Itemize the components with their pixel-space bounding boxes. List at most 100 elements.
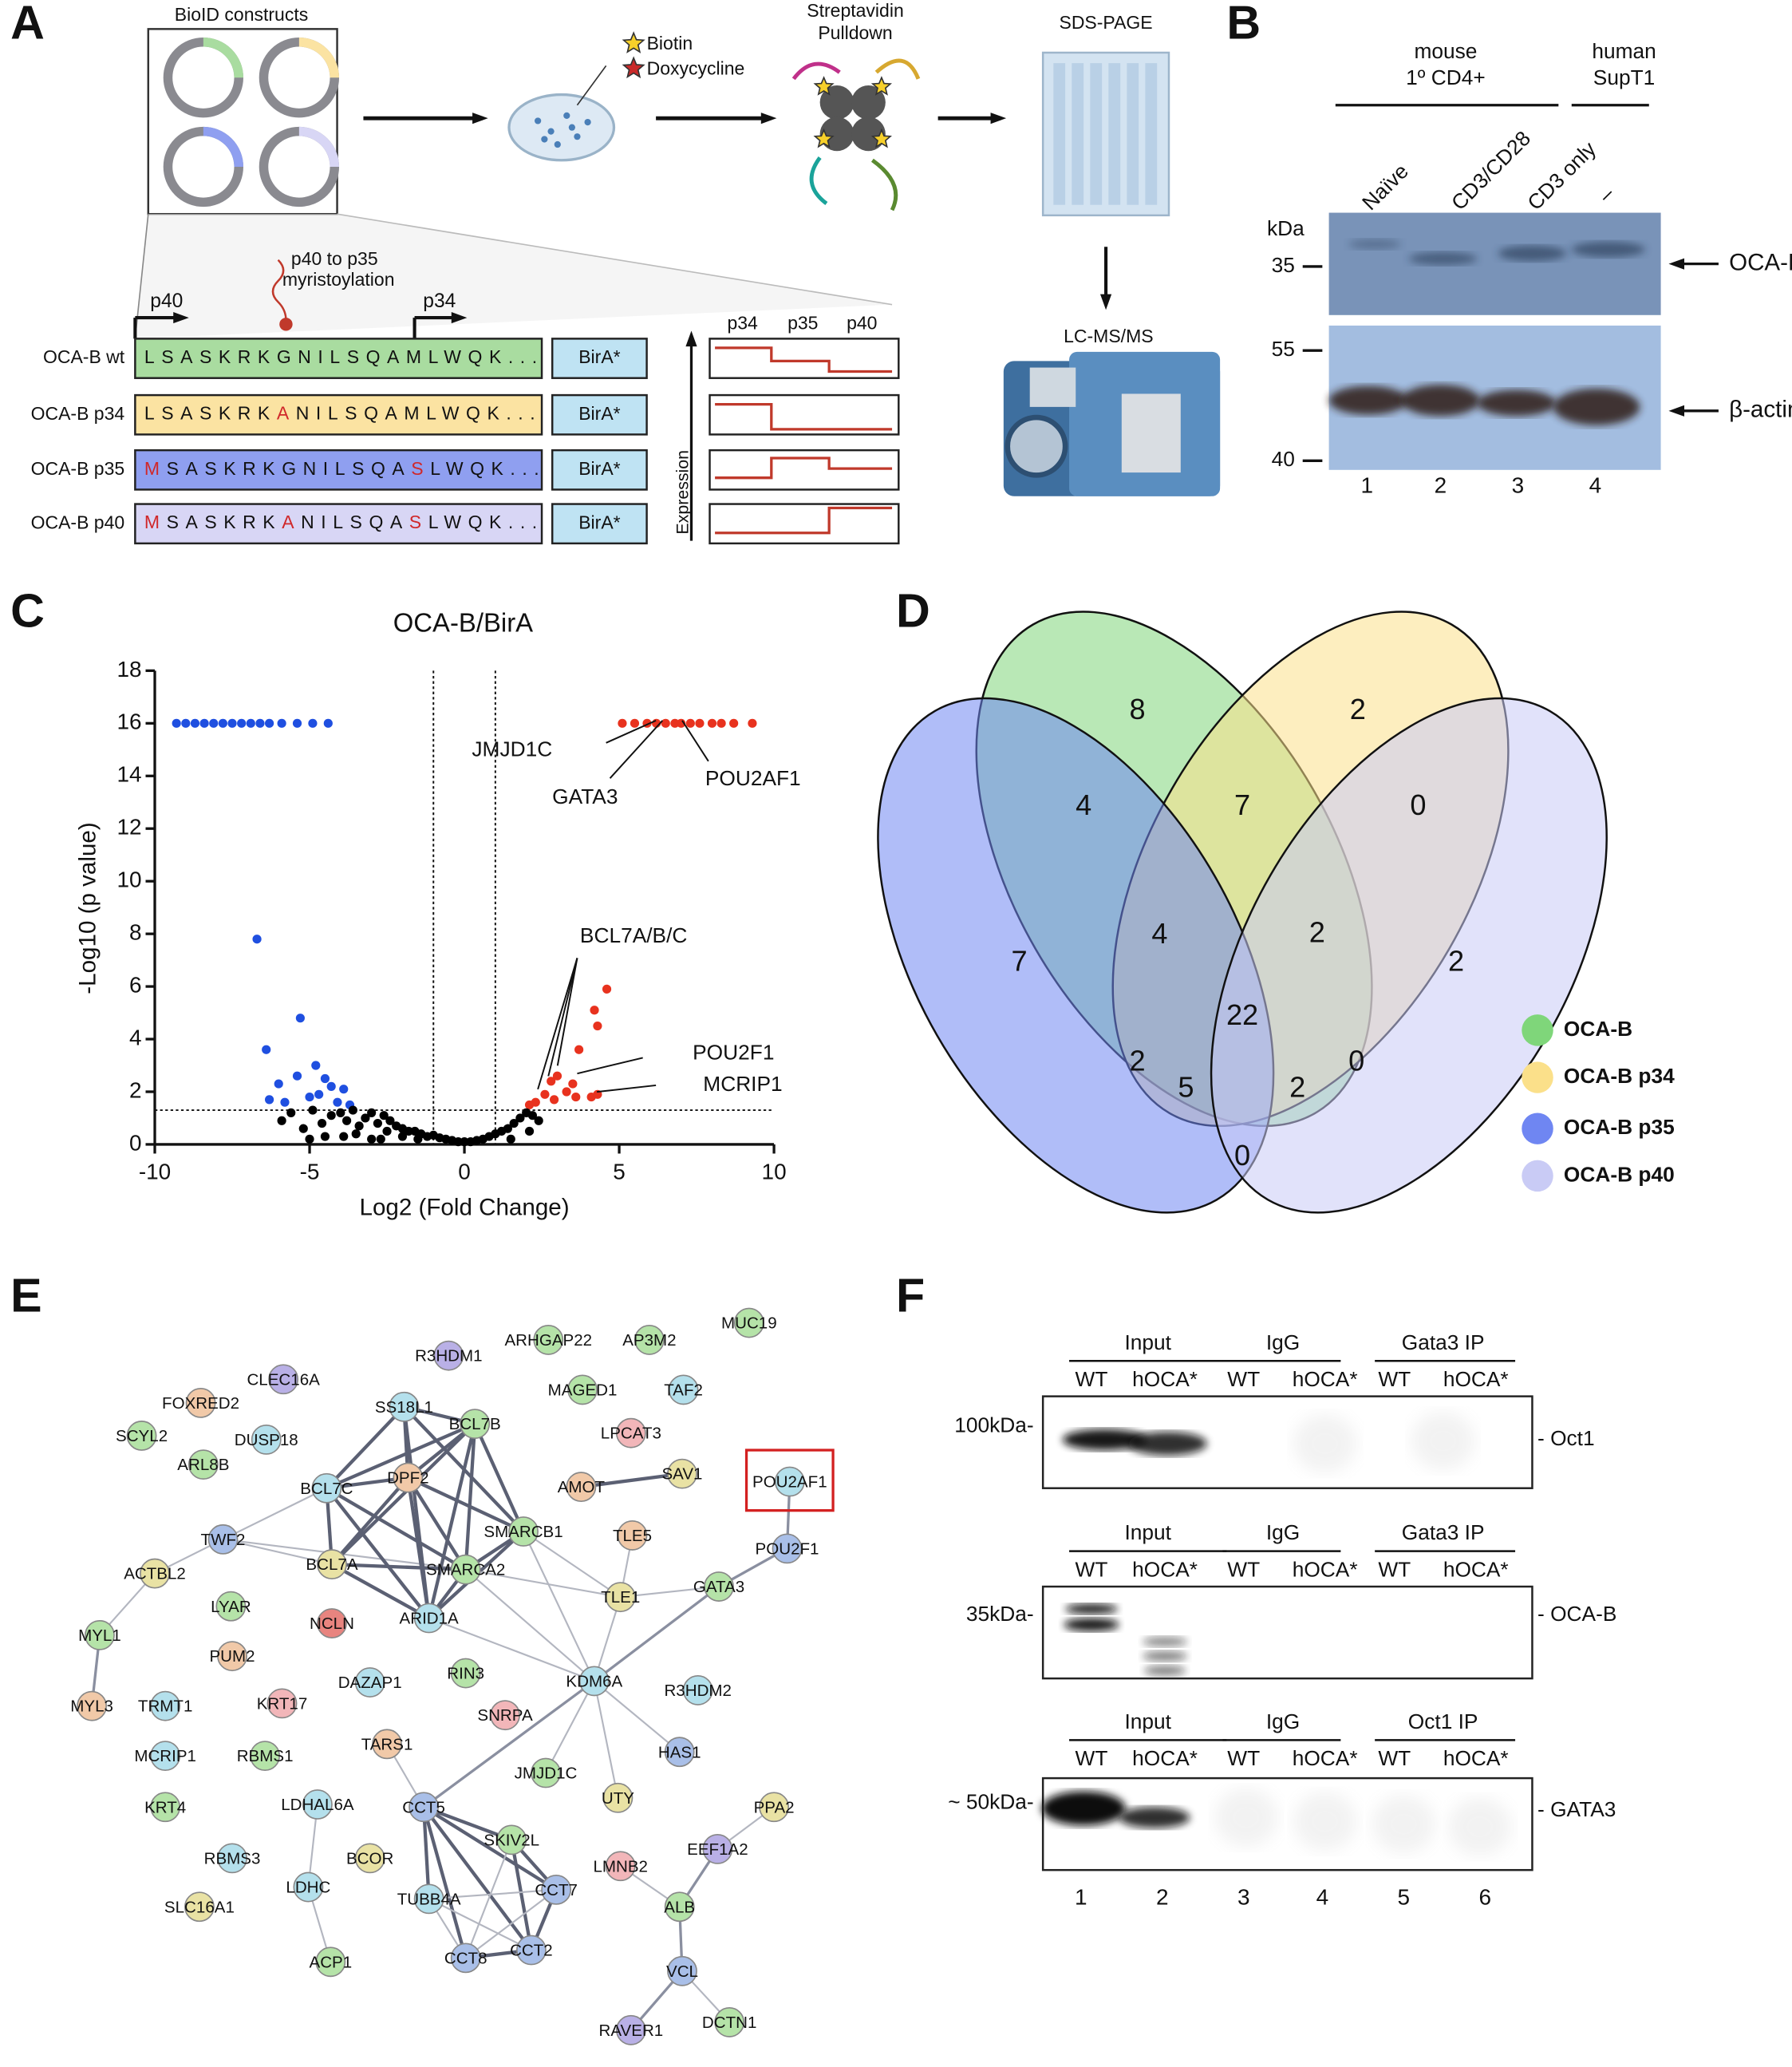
node-label: TLE5 — [613, 1527, 652, 1545]
plasmid-insert — [298, 126, 340, 168]
smear — [1372, 1795, 1435, 1853]
label: 40 — [1272, 447, 1295, 471]
node-label: SLC16A1 — [164, 1898, 235, 1916]
label: ~ 50kDa- — [948, 1789, 1033, 1813]
point — [314, 1089, 324, 1099]
node-label: MYL1 — [78, 1626, 121, 1645]
venn-count: 4 — [1076, 788, 1091, 821]
venn-count: 2 — [1129, 1045, 1145, 1077]
cell-dot — [563, 112, 570, 119]
venn-count: 2 — [1309, 915, 1325, 948]
axis-label: Expression — [673, 450, 692, 535]
point — [308, 1105, 318, 1115]
highlight-box — [744, 1448, 835, 1512]
point — [326, 1081, 336, 1091]
point — [274, 1079, 283, 1089]
network-node — [409, 1792, 439, 1823]
network-node — [317, 1549, 347, 1579]
residue: A — [277, 403, 296, 424]
point — [685, 718, 695, 728]
line — [537, 958, 578, 1090]
ms-inlet — [1029, 367, 1076, 407]
node-label: DCTN1 — [702, 2014, 757, 2032]
chart-title: OCA-B/BirA — [393, 608, 533, 638]
node-label: POU2AF1 — [752, 1473, 827, 1492]
network-node — [393, 1462, 424, 1493]
lane-label: CD3 only — [1522, 136, 1601, 215]
line — [681, 720, 709, 762]
label: hOCA* — [1132, 1557, 1198, 1581]
point — [385, 1116, 395, 1125]
network-node — [772, 1533, 803, 1564]
legend-label: OCA-B — [1564, 1017, 1632, 1041]
label: LC-MS/MS — [1064, 326, 1153, 346]
panel-label: D — [896, 583, 930, 637]
residue: NILSQAMLWQK... — [296, 403, 542, 424]
band — [1328, 385, 1408, 415]
band — [1143, 1665, 1186, 1676]
node-label: RAVER1 — [599, 2022, 664, 2040]
network-node — [215, 1591, 247, 1622]
network-node — [733, 1307, 764, 1338]
network-node — [578, 1666, 610, 1697]
lane-label: CD3/CD28 — [1447, 126, 1535, 215]
line — [407, 1476, 524, 1533]
cell-dot — [541, 136, 548, 143]
point — [348, 1105, 357, 1115]
point — [326, 1111, 336, 1120]
zoom-wedge — [135, 214, 893, 339]
point — [503, 1124, 512, 1133]
point — [515, 1113, 525, 1123]
band — [1065, 1603, 1118, 1614]
label: WT — [1076, 1746, 1108, 1770]
network-node — [126, 1421, 157, 1451]
protein-strand — [870, 158, 898, 211]
network-node — [184, 1891, 215, 1923]
venn-count: 2 — [1448, 945, 1464, 978]
venn-count: 0 — [1234, 1139, 1250, 1172]
legend-swatch — [1522, 1113, 1553, 1144]
venn-count: 5 — [1178, 1070, 1194, 1103]
point — [382, 1126, 392, 1136]
network-node — [460, 1409, 491, 1440]
point — [190, 718, 200, 728]
line — [620, 1585, 720, 1599]
cell-dot — [547, 128, 555, 135]
annotation: JMJD1C — [472, 737, 552, 761]
residue: S — [411, 458, 430, 479]
line — [423, 1680, 595, 1808]
line — [556, 958, 578, 1066]
network-node — [187, 1449, 219, 1480]
network-node — [541, 1874, 572, 1905]
network-node — [413, 1603, 444, 1634]
label: 1º CD4+ — [1406, 65, 1486, 89]
label: BioID constructs — [175, 4, 308, 25]
cell-dot — [584, 118, 591, 126]
point — [568, 1079, 578, 1089]
network-node — [759, 1792, 789, 1823]
tag-box — [551, 338, 648, 379]
network-node — [311, 1472, 342, 1504]
sequence: LSASKRKANILSQAMLWQK... — [144, 403, 542, 424]
line — [422, 1805, 558, 1891]
y-tick-label: 6 — [129, 972, 142, 997]
residue: LWQK... — [430, 458, 546, 479]
label: hOCA* — [1132, 1367, 1198, 1391]
cell-dot — [535, 117, 542, 124]
band — [1408, 251, 1478, 266]
point — [593, 1021, 602, 1031]
label: hOCA* — [1132, 1746, 1198, 1770]
network-node — [450, 1943, 481, 1974]
annotation: BCL7A/B/C — [580, 923, 687, 947]
label: human — [1592, 39, 1656, 63]
network-node — [354, 1667, 385, 1697]
star-icon — [622, 31, 645, 53]
y-tick-label: 16 — [116, 709, 141, 734]
line — [422, 1806, 468, 1958]
label: p40 — [150, 290, 183, 312]
node-label: RBMS3 — [204, 1849, 261, 1867]
panel-label: C — [10, 583, 45, 637]
lane-label: – — [1593, 181, 1619, 207]
network-node — [615, 2014, 646, 2045]
network-node — [389, 1391, 420, 1422]
